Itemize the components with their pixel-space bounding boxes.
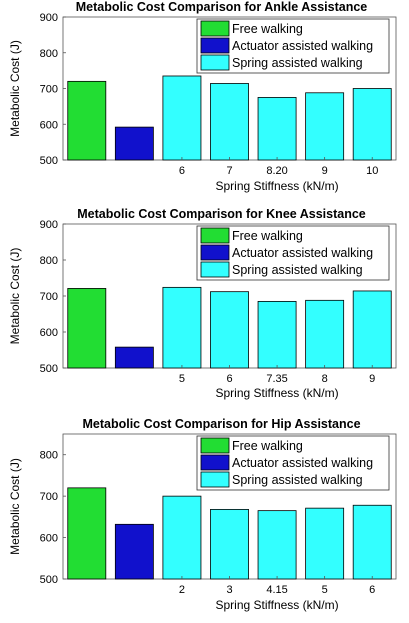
y-axis-label: Metabolic Cost (J) bbox=[8, 458, 22, 555]
y-tick-label: 600 bbox=[40, 119, 58, 131]
legend-swatch-free bbox=[200, 227, 230, 244]
x-tick-label: 9 bbox=[322, 165, 328, 177]
y-tick-label: 700 bbox=[40, 491, 58, 503]
y-tick-label: 500 bbox=[40, 574, 58, 586]
bar-spring bbox=[305, 507, 345, 580]
y-tick-label: 600 bbox=[40, 327, 58, 339]
bar-spring bbox=[352, 290, 392, 369]
legend-swatch-actuator bbox=[200, 454, 230, 471]
x-tick-label: 8.20 bbox=[266, 165, 287, 177]
legend-swatch-spring bbox=[200, 471, 230, 488]
x-tick-label: 5 bbox=[322, 584, 328, 596]
x-tick-label: 6 bbox=[179, 165, 185, 177]
x-tick-label: 9 bbox=[369, 373, 375, 385]
y-axis-label: Metabolic Cost (J) bbox=[8, 248, 22, 345]
bar-spring bbox=[257, 300, 297, 369]
legend: Free walking Actuator assisted walking Spr… bbox=[196, 225, 390, 281]
bar-spring bbox=[257, 97, 297, 161]
legend-entry: Spring assisted walking bbox=[232, 263, 363, 277]
legend: Free walking Actuator assisted walking Spr… bbox=[196, 435, 390, 491]
x-axis-label: Spring Stiffness (kN/m) bbox=[215, 598, 338, 612]
legend-entry: Free walking bbox=[232, 229, 303, 243]
legend-swatch-spring bbox=[200, 54, 230, 71]
x-axis-label: Spring Stiffness (kN/m) bbox=[215, 386, 338, 400]
bar-free bbox=[67, 487, 107, 580]
x-tick-label: 7.35 bbox=[266, 373, 287, 385]
chart-3: Metabolic Cost Comparison for Hip Assist… bbox=[8, 417, 397, 612]
x-tick-label: 2 bbox=[179, 584, 185, 596]
x-tick-label: 10 bbox=[366, 165, 378, 177]
bar-free bbox=[67, 288, 107, 369]
chart-title: Metabolic Cost Comparison for Hip Assist… bbox=[82, 417, 360, 431]
chart-title: Metabolic Cost Comparison for Ankle Assi… bbox=[76, 0, 368, 14]
chart-2: Metabolic Cost Comparison for Knee Assis… bbox=[8, 207, 397, 400]
y-tick-label: 800 bbox=[40, 48, 58, 60]
bar-spring bbox=[305, 92, 345, 161]
y-tick-label: 600 bbox=[40, 533, 58, 545]
bar-spring bbox=[162, 286, 202, 369]
y-axis-label: Metabolic Cost (J) bbox=[8, 40, 22, 137]
legend-swatch-actuator bbox=[200, 37, 230, 54]
bar-actuator bbox=[114, 126, 154, 161]
chart-title: Metabolic Cost Comparison for Knee Assis… bbox=[77, 207, 366, 221]
bar-free bbox=[67, 80, 107, 161]
x-tick-label: 5 bbox=[179, 373, 185, 385]
legend-entry: Actuator assisted walking bbox=[232, 456, 373, 470]
legend-entry: Spring assisted walking bbox=[232, 473, 363, 487]
y-tick-label: 800 bbox=[40, 255, 58, 267]
bar-spring bbox=[162, 495, 202, 580]
x-axis-label: Spring Stiffness (kN/m) bbox=[215, 179, 338, 193]
legend-entry: Spring assisted walking bbox=[232, 56, 363, 70]
y-tick-label: 500 bbox=[40, 363, 58, 375]
bar-spring bbox=[352, 88, 392, 161]
x-tick-label: 7 bbox=[226, 165, 232, 177]
bar-spring bbox=[257, 510, 297, 580]
bar-spring bbox=[210, 291, 249, 369]
legend-swatch-spring bbox=[200, 261, 230, 278]
bar-actuator bbox=[114, 523, 154, 580]
legend: Free walking Actuator assisted walking Spr… bbox=[196, 18, 390, 74]
y-tick-label: 800 bbox=[40, 450, 58, 462]
legend-swatch-actuator bbox=[200, 244, 230, 261]
y-tick-label: 700 bbox=[40, 84, 58, 96]
legend-swatch-free bbox=[200, 20, 230, 37]
y-tick-label: 700 bbox=[40, 291, 58, 303]
y-tick-label: 500 bbox=[40, 155, 58, 167]
x-tick-label: 6 bbox=[369, 584, 375, 596]
bar-spring bbox=[305, 299, 345, 369]
legend-entry: Free walking bbox=[232, 22, 303, 36]
bar-spring bbox=[210, 83, 249, 161]
bar-spring bbox=[352, 504, 392, 580]
bar-actuator bbox=[114, 346, 154, 369]
x-tick-label: 8 bbox=[322, 373, 328, 385]
bar-spring bbox=[210, 508, 249, 580]
x-tick-label: 3 bbox=[226, 584, 232, 596]
x-tick-label: 6 bbox=[226, 373, 232, 385]
legend-entry: Actuator assisted walking bbox=[232, 246, 373, 260]
x-tick-label: 4.15 bbox=[266, 584, 287, 596]
legend-swatch-free bbox=[200, 437, 230, 454]
chart-1: Metabolic Cost Comparison for Ankle Assi… bbox=[8, 0, 397, 193]
y-tick-label: 900 bbox=[40, 12, 58, 24]
legend-entry: Free walking bbox=[232, 439, 303, 453]
legend-entry: Actuator assisted walking bbox=[232, 39, 373, 53]
y-tick-label: 900 bbox=[40, 219, 58, 231]
bar-spring bbox=[162, 75, 202, 161]
